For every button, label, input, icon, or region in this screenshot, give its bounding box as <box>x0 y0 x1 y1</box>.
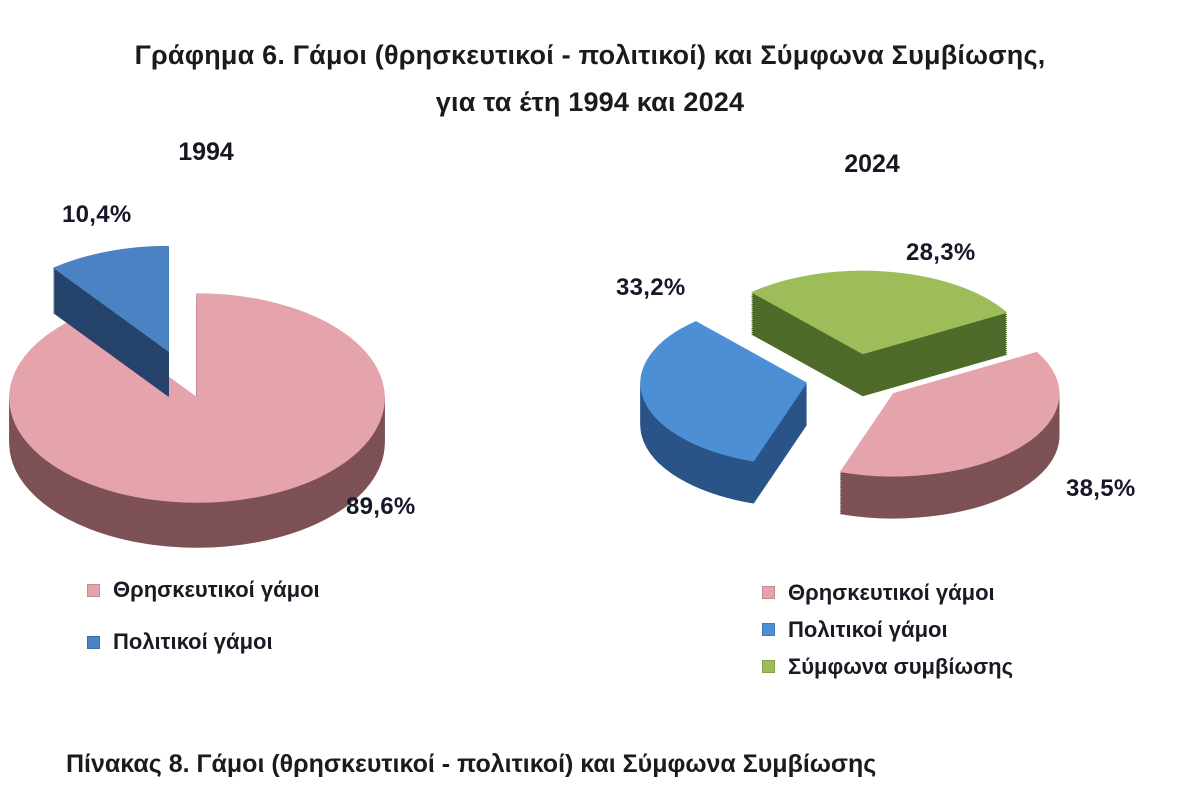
legend-item-religious: Θρησκευτικοί γάμοι <box>762 574 1013 611</box>
legend-2024: Θρησκευτικοί γάμοι Πολιτικοί γάμοι Σύμφω… <box>762 574 1013 685</box>
slice-label-religious-1994: 89,6% <box>346 493 416 520</box>
chart-title-1994: 1994 <box>178 138 234 166</box>
table-caption: Πίνακας 8. Γάμοι (θρησκευτικοί - πολιτικ… <box>66 750 877 778</box>
legend-item-civil: Πολιτικοί γάμοι <box>762 611 1013 648</box>
legend-item-civil: Πολιτικοί γάμοι <box>87 616 320 668</box>
legend-label-cohabitation: Σύμφωνα συμβίωσης <box>788 653 1014 679</box>
slice-label-religious-2024: 38,5% <box>1066 475 1136 502</box>
figure-title-line1: Γράφημα 6. Γάμοι (θρησκευτικοί - πολιτικ… <box>134 40 1046 70</box>
legend-swatch-civil <box>762 623 775 636</box>
legend-swatch-civil <box>87 635 100 649</box>
legend-swatch-religious <box>762 586 775 599</box>
legend-label-civil: Πολιτικοί γάμοι <box>788 616 948 642</box>
legend-label-civil: Πολιτικοί γάμοι <box>113 629 273 654</box>
pie-slice-2024-2 <box>751 270 1008 397</box>
pie-slice-1994-0 <box>9 293 385 548</box>
figure-title-line2: για τα έτη 1994 και 2024 <box>435 87 745 117</box>
legend-item-cohabitation: Σύμφωνα συμβίωσης <box>762 648 1013 685</box>
legend-swatch-cohabitation <box>762 660 775 673</box>
figure-title: Γράφημα 6. Γάμοι (θρησκευτικοί - πολιτικ… <box>0 32 1180 126</box>
slice-label-civil-2024: 33,2% <box>616 274 686 301</box>
legend-item-religious: Θρησκευτικοί γάμοι <box>87 564 320 616</box>
slice-label-civil-1994: 10,4% <box>62 201 132 228</box>
pie-chart-2024 <box>640 270 1060 519</box>
legend-1994: Θρησκευτικοί γάμοι Πολιτικοί γάμοι <box>87 564 320 668</box>
slice-label-cohabitation-2024: 28,3% <box>906 239 976 266</box>
pie-slice-2024-1 <box>640 321 808 504</box>
chart-title-2024: 2024 <box>844 150 900 178</box>
pie-slice-2024-0 <box>839 351 1060 519</box>
pie-slice-1994-1 <box>52 245 169 398</box>
legend-label-religious: Θρησκευτικοί γάμοι <box>113 577 320 602</box>
legend-swatch-religious <box>87 583 100 597</box>
legend-label-religious: Θρησκευτικοί γάμοι <box>788 579 995 605</box>
pie-chart-1994 <box>9 245 385 548</box>
